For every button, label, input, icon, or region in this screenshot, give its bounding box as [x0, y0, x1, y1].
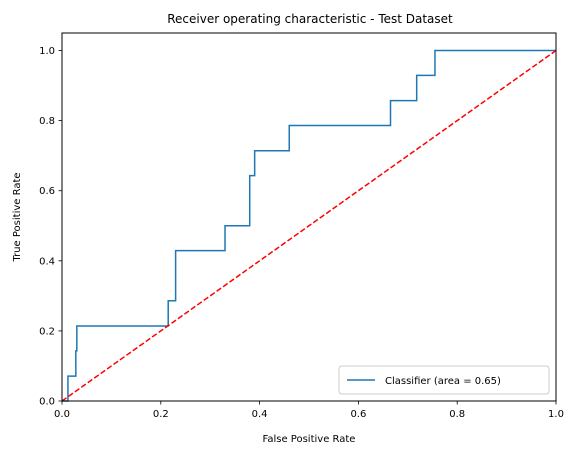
- x-axis-label: False Positive Rate: [263, 434, 356, 445]
- x-tick-label: 0.6: [350, 409, 366, 420]
- legend-box: [338, 365, 550, 395]
- legend-label-classifier: Classifier (area = 0.65): [385, 376, 501, 387]
- series-line-chance: [61, 49, 557, 402]
- y-axis: 0.0 0.2 0.4 0.6 0.8 1.0: [39, 46, 62, 408]
- x-tick-label: 0.2: [153, 409, 169, 420]
- y-tick-label: 0.8: [39, 116, 55, 127]
- y-tick-label: 1.0: [39, 46, 55, 57]
- legend: Classifier (area = 0.65): [338, 365, 550, 395]
- x-tick-label: 0.8: [449, 409, 465, 420]
- x-tick-label: 0.0: [54, 409, 70, 420]
- chart-title: Receiver operating characteristic - Test…: [167, 12, 453, 26]
- y-tick-label: 0.2: [39, 326, 55, 337]
- y-tick-label: 0.4: [39, 256, 55, 267]
- y-tick-label: 0.6: [39, 186, 55, 197]
- series-line-classifier: [62, 49, 556, 402]
- y-axis-label: True Positive Rate: [12, 172, 23, 262]
- y-tick-label: 0.0: [39, 397, 55, 408]
- x-axis: 0.0 0.2 0.4 0.6 0.8 1.0: [54, 401, 564, 420]
- plot-frame: [61, 32, 557, 402]
- x-tick-label: 0.4: [252, 409, 268, 420]
- x-tick-label: 1.0: [548, 409, 564, 420]
- series-layer: [61, 49, 557, 402]
